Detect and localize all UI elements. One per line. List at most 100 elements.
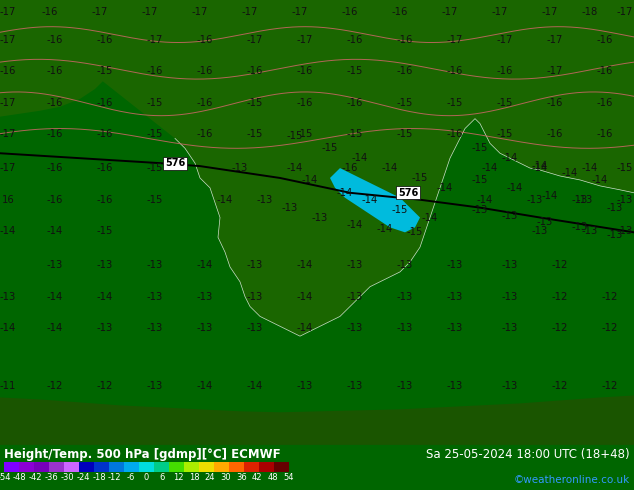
Text: -42: -42 (29, 473, 42, 482)
Text: -18: -18 (92, 473, 106, 482)
Text: -12: -12 (552, 292, 568, 302)
Text: -14: -14 (197, 260, 213, 270)
Text: -13: -13 (607, 203, 623, 213)
Text: -16: -16 (97, 195, 113, 205)
Text: -13: -13 (297, 381, 313, 391)
Bar (19, 462, 34, 472)
Text: -13: -13 (502, 260, 518, 270)
Text: -13: -13 (347, 260, 363, 270)
Text: -13: -13 (397, 260, 413, 270)
Text: -13: -13 (577, 195, 593, 205)
Text: -16: -16 (97, 35, 113, 45)
Bar (184, 462, 199, 472)
Text: -13: -13 (582, 226, 598, 236)
Text: -16: -16 (97, 98, 113, 108)
Text: 54: 54 (284, 473, 294, 482)
Text: -16: -16 (147, 66, 163, 76)
Text: -16: -16 (197, 98, 213, 108)
Text: -13: -13 (532, 226, 548, 236)
Text: -16: -16 (397, 35, 413, 45)
Text: -14: -14 (532, 161, 548, 171)
Text: -14: -14 (582, 163, 598, 173)
Text: -17: -17 (542, 7, 558, 17)
Text: -13: -13 (147, 323, 163, 333)
Text: -14: -14 (347, 220, 363, 230)
Text: -14: -14 (422, 213, 438, 222)
Text: -14: -14 (287, 163, 303, 173)
Text: -15: -15 (392, 205, 408, 215)
Text: -17: -17 (547, 35, 563, 45)
Text: -17: -17 (547, 66, 563, 76)
Text: -13: -13 (502, 323, 518, 333)
Text: -15: -15 (147, 98, 163, 108)
Text: -14: -14 (562, 168, 578, 178)
Text: -13: -13 (447, 323, 463, 333)
Text: -13: -13 (312, 213, 328, 222)
Text: -14: -14 (47, 292, 63, 302)
Text: -17: -17 (0, 163, 16, 173)
Text: -13: -13 (502, 292, 518, 302)
Text: -14: -14 (477, 195, 493, 205)
Text: -13: -13 (282, 203, 298, 213)
Text: -16: -16 (447, 66, 463, 76)
Text: -14: -14 (297, 292, 313, 302)
Bar (274, 462, 289, 472)
Text: -13: -13 (617, 226, 633, 236)
Text: -15: -15 (497, 98, 513, 108)
Text: -12: -12 (97, 381, 113, 391)
Text: -17: -17 (0, 7, 16, 17)
Text: Height/Temp. 500 hPa [gdmp][°C] ECMWF: Height/Temp. 500 hPa [gdmp][°C] ECMWF (4, 448, 281, 461)
Text: -16: -16 (347, 35, 363, 45)
Text: -13: -13 (572, 195, 588, 205)
Text: -12: -12 (108, 473, 122, 482)
Text: -16: -16 (397, 66, 413, 76)
Text: -13: -13 (257, 195, 273, 205)
Text: ©weatheronline.co.uk: ©weatheronline.co.uk (514, 475, 630, 485)
Text: -13: -13 (572, 222, 588, 232)
Text: -16: -16 (547, 98, 563, 108)
Text: 36: 36 (236, 473, 247, 482)
Bar (199, 462, 214, 472)
Bar (4, 462, 19, 472)
Text: -14: -14 (0, 226, 16, 236)
Text: -14: -14 (97, 292, 113, 302)
Text: -13: -13 (197, 323, 213, 333)
Text: -15: -15 (147, 129, 163, 140)
Text: -13: -13 (502, 381, 518, 391)
Text: -14: -14 (217, 195, 233, 205)
Text: -15: -15 (97, 66, 113, 76)
Text: 0: 0 (144, 473, 149, 482)
Text: 576: 576 (165, 158, 185, 168)
Text: -11: -11 (0, 381, 16, 391)
Polygon shape (0, 395, 634, 445)
Text: 6: 6 (160, 473, 165, 482)
Bar (64, 462, 79, 472)
Text: -12: -12 (47, 381, 63, 391)
Text: -14: -14 (47, 226, 63, 236)
Text: -17: -17 (247, 35, 263, 45)
Text: -15: -15 (347, 129, 363, 140)
Text: -13: -13 (147, 260, 163, 270)
Text: -13: -13 (232, 163, 248, 173)
Bar (94, 462, 109, 472)
Bar (49, 462, 64, 472)
Text: -15: -15 (497, 129, 513, 140)
Bar (229, 462, 244, 472)
Text: -12: -12 (602, 292, 618, 302)
Text: -16: -16 (47, 195, 63, 205)
Text: -15: -15 (297, 129, 313, 140)
Text: -12: -12 (602, 381, 618, 391)
Text: -15: -15 (472, 175, 488, 185)
Text: -16: -16 (197, 66, 213, 76)
Text: -12: -12 (602, 323, 618, 333)
Polygon shape (0, 0, 634, 336)
Text: -13: -13 (397, 381, 413, 391)
Text: -14: -14 (502, 153, 518, 163)
Text: -36: -36 (44, 473, 58, 482)
Bar (109, 462, 124, 472)
Text: 12: 12 (173, 473, 183, 482)
Bar (34, 462, 49, 472)
Text: -16: -16 (297, 66, 313, 76)
Text: -17: -17 (242, 7, 258, 17)
Text: 576: 576 (398, 188, 418, 198)
